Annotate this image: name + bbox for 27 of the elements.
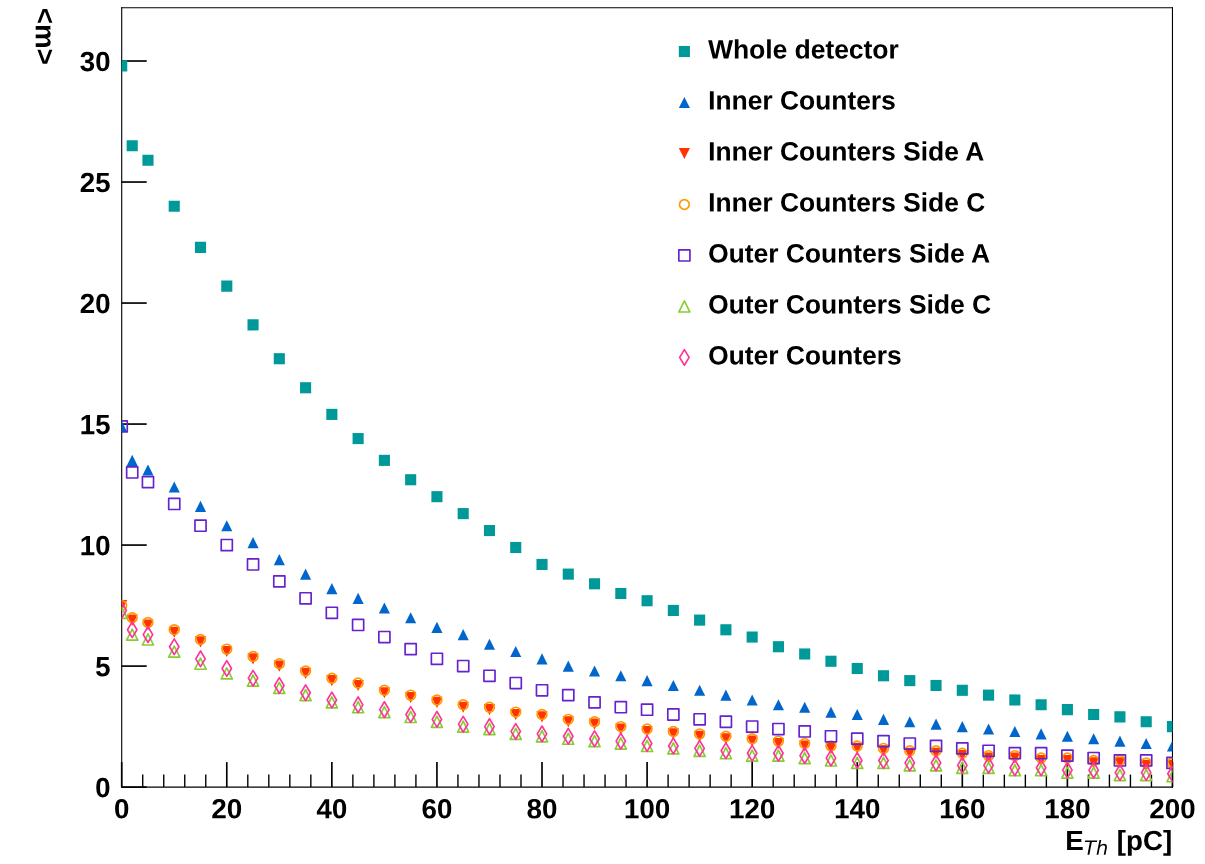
y-tick-label: 10 <box>81 535 110 556</box>
y-tick-label: 30 <box>80 51 110 72</box>
x-tick-label: 140 <box>835 798 880 819</box>
x-tick-label: 160 <box>940 798 985 819</box>
x-tick-label: 200 <box>1150 798 1195 819</box>
x-tick-label: 180 <box>1045 798 1090 819</box>
legend-label: Outer Counters <box>709 345 901 365</box>
y-tick-label: 15 <box>81 415 110 435</box>
x-tick-label: 100 <box>625 798 670 819</box>
x-tick-label: 80 <box>527 798 557 819</box>
y-tick-label: 25 <box>80 172 110 193</box>
x-tick-label: 120 <box>730 798 775 819</box>
y-axis-title: <m> <box>35 8 53 64</box>
legend-label: Inner Counters <box>709 91 895 110</box>
y-tick-label: 0 <box>96 777 110 798</box>
x-tick-label: 0 <box>115 798 129 819</box>
x-tick-label: 60 <box>422 798 452 819</box>
legend-label: Outer Counters Side C <box>709 294 991 314</box>
x-tick-label: 40 <box>316 798 347 819</box>
legend-label: Inner Counters Side A <box>709 141 984 161</box>
legend-label: Whole detector <box>708 39 899 59</box>
x-tick-label: 20 <box>212 798 242 819</box>
legend-label: Outer Counters Side A <box>709 243 990 263</box>
y-tick-label: 20 <box>80 293 110 314</box>
legend-label: Inner Counters Side C <box>709 192 985 212</box>
x-axis-title: E$_{Th}$ [pC] <box>1067 829 1171 856</box>
y-tick-label: 5 <box>96 657 110 677</box>
